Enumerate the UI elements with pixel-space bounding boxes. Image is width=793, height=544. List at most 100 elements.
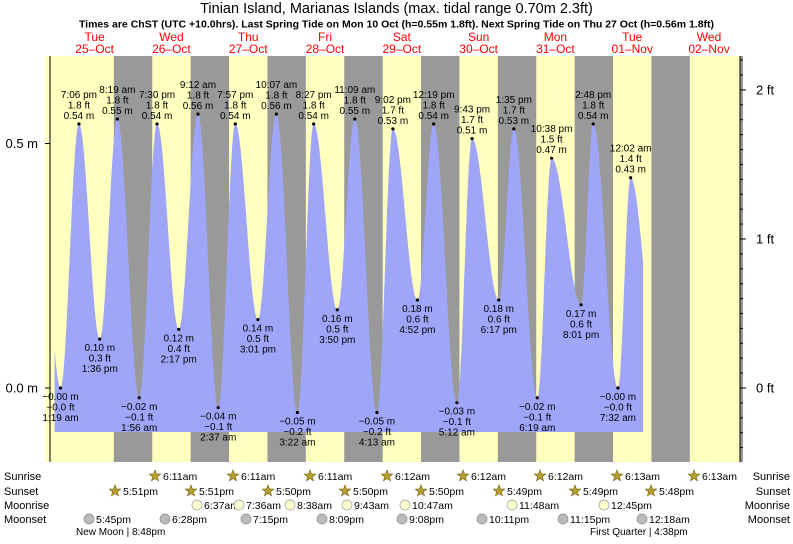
- extreme-label-22-2: 6:17 pm: [481, 325, 517, 336]
- row-label-left-3: Moonset: [4, 514, 46, 526]
- row-label-left-1: Sunset: [4, 486, 38, 498]
- extreme-point-14: [335, 308, 339, 312]
- moonset-time-0: 5:45pm: [96, 514, 131, 526]
- day-header-dow-8: Wed: [697, 30, 721, 44]
- day-header-dow-2: Thu: [238, 30, 259, 44]
- extreme-label-6-0: 0.12 m: [163, 333, 194, 344]
- moonset-moon-icon: [316, 513, 328, 525]
- sunset-star-icon: [261, 484, 275, 497]
- extreme-label-3-0: 8:19 am: [99, 85, 135, 96]
- extreme-point-8: [216, 405, 220, 410]
- extreme-point-26: [579, 303, 583, 307]
- extreme-label-20-0: −0.03 m: [439, 407, 475, 418]
- row-label-right-2: Moonrise: [745, 500, 790, 512]
- extreme-point-19: [432, 122, 436, 126]
- sunset-star-icon: [492, 484, 506, 497]
- sunrise-star-icon: [456, 469, 470, 482]
- moonset-moon-icon: [240, 513, 252, 525]
- extreme-label-15-2: 0.55 m: [340, 106, 371, 117]
- extreme-label-0-1: −0.0 ft: [46, 403, 74, 414]
- extreme-label-24-2: 6:19 am: [519, 423, 555, 434]
- extreme-label-9-2: 0.54 m: [220, 111, 251, 122]
- extreme-label-4-2: 1:56 am: [121, 423, 157, 434]
- day-header-date-4: 29–Oct: [382, 42, 421, 56]
- extreme-label-25-0: 10:38 pm: [531, 124, 573, 135]
- right-tick-label-0: 0 ft: [756, 381, 774, 396]
- moonrise-time-4: 10:47am: [412, 500, 453, 512]
- moonrise-time-6: 12:45pm: [611, 500, 652, 512]
- extreme-point-24: [535, 396, 539, 400]
- extreme-label-24-0: −0.02 m: [519, 402, 555, 413]
- right-margin-band: [740, 56, 743, 462]
- extreme-label-28-1: −0.0 ft: [604, 403, 632, 414]
- extreme-label-1-0: 7:06 pm: [61, 90, 97, 101]
- extreme-point-12: [295, 410, 300, 415]
- moonset-time-4: 9:08pm: [409, 514, 444, 526]
- sunset-star-icon: [338, 484, 352, 497]
- moonset-time-2: 7:15pm: [253, 514, 288, 526]
- extreme-label-7-1: 1.8 ft: [187, 91, 209, 102]
- extreme-label-26-2: 8:01 pm: [563, 330, 599, 341]
- extreme-label-5-1: 1.8 ft: [146, 100, 168, 111]
- extreme-point-15: [353, 117, 357, 121]
- night-band-8: [651, 56, 690, 462]
- extreme-point-6: [177, 327, 181, 331]
- extreme-point-1: [77, 122, 81, 126]
- extreme-label-17-0: 9:02 pm: [375, 95, 411, 106]
- extreme-point-28: [616, 386, 620, 390]
- extreme-point-21: [470, 137, 474, 141]
- sunrise-time-0: 6:11am: [163, 471, 197, 483]
- extreme-label-10-2: 3:01 pm: [240, 345, 276, 356]
- extreme-label-11-1: 1.8 ft: [265, 91, 287, 102]
- extreme-label-8-0: −0.04 m: [200, 412, 236, 423]
- extreme-label-23-1: 1.7 ft: [503, 105, 525, 116]
- extreme-label-10-1: 0.5 ft: [247, 334, 269, 345]
- sunset-time-7: 5:48pm: [659, 486, 694, 498]
- extreme-point-7: [196, 112, 200, 116]
- extreme-label-29-1: 1.4 ft: [620, 154, 642, 165]
- extreme-label-18-0: 0.18 m: [402, 304, 433, 315]
- day-header-date-5: 30–Oct: [459, 42, 498, 56]
- chart-title: Tinian Island, Marianas Islands (max. ti…: [200, 1, 593, 17]
- sunset-time-5: 5:49pm: [507, 486, 542, 498]
- extreme-point-16: [375, 410, 379, 415]
- moonrise-time-2: 8:38am: [297, 500, 332, 512]
- extreme-label-23-0: 1:35 pm: [496, 95, 532, 106]
- extreme-label-14-2: 3:50 pm: [319, 335, 355, 346]
- moonrise-moon-icon: [191, 499, 203, 511]
- extreme-label-25-1: 1.5 ft: [540, 135, 562, 146]
- extreme-label-13-2: 0.54 m: [298, 111, 329, 122]
- sunrise-star-icon: [687, 469, 701, 482]
- day-headers: Tue25–OctWed26–OctThu27–OctFri28–OctSat2…: [75, 30, 729, 56]
- extreme-label-17-1: 1.7 ft: [382, 105, 404, 116]
- day-header-date-8: 02–Nov: [688, 42, 729, 56]
- extreme-point-3: [115, 117, 119, 121]
- row-label-right-1: Sunset: [756, 486, 790, 498]
- extreme-label-4-0: −0.02 m: [121, 402, 157, 413]
- extreme-label-9-1: 1.8 ft: [224, 100, 246, 111]
- left-tick-label-0: 0.0 m: [5, 381, 38, 396]
- extreme-point-18: [415, 298, 420, 302]
- sunrise-time-6: 6:13am: [625, 471, 660, 483]
- extreme-label-21-2: 0.51 m: [457, 126, 488, 137]
- extreme-point-29: [629, 176, 633, 180]
- sunrise-star-icon: [610, 469, 624, 482]
- day-header-dow-0: Tue: [85, 30, 106, 44]
- day-header-dow-7: Tue: [622, 30, 643, 44]
- extreme-label-0-2: 1:19 am: [42, 413, 78, 424]
- extreme-label-0-0: −0.00 m: [42, 392, 78, 403]
- extreme-label-14-0: 0.16 m: [322, 314, 353, 325]
- moonset-moon-icon: [476, 513, 488, 525]
- moonset-time-3: 8:09pm: [329, 514, 364, 526]
- sunset-time-2: 5:50pm: [276, 486, 311, 498]
- sunrise-time-4: 6:12am: [471, 471, 506, 483]
- extreme-label-9-0: 7:57 pm: [217, 90, 253, 101]
- extreme-label-11-2: 0.56 m: [261, 101, 292, 112]
- sunrise-time-3: 6:12am: [395, 471, 430, 483]
- extreme-label-6-2: 2:17 pm: [161, 354, 197, 365]
- extreme-label-28-2: 7:32 am: [600, 413, 636, 424]
- extreme-label-10-0: 0.14 m: [243, 324, 274, 335]
- extreme-label-19-2: 0.54 m: [418, 111, 449, 122]
- moonrise-time-1: 7:36am: [246, 500, 281, 512]
